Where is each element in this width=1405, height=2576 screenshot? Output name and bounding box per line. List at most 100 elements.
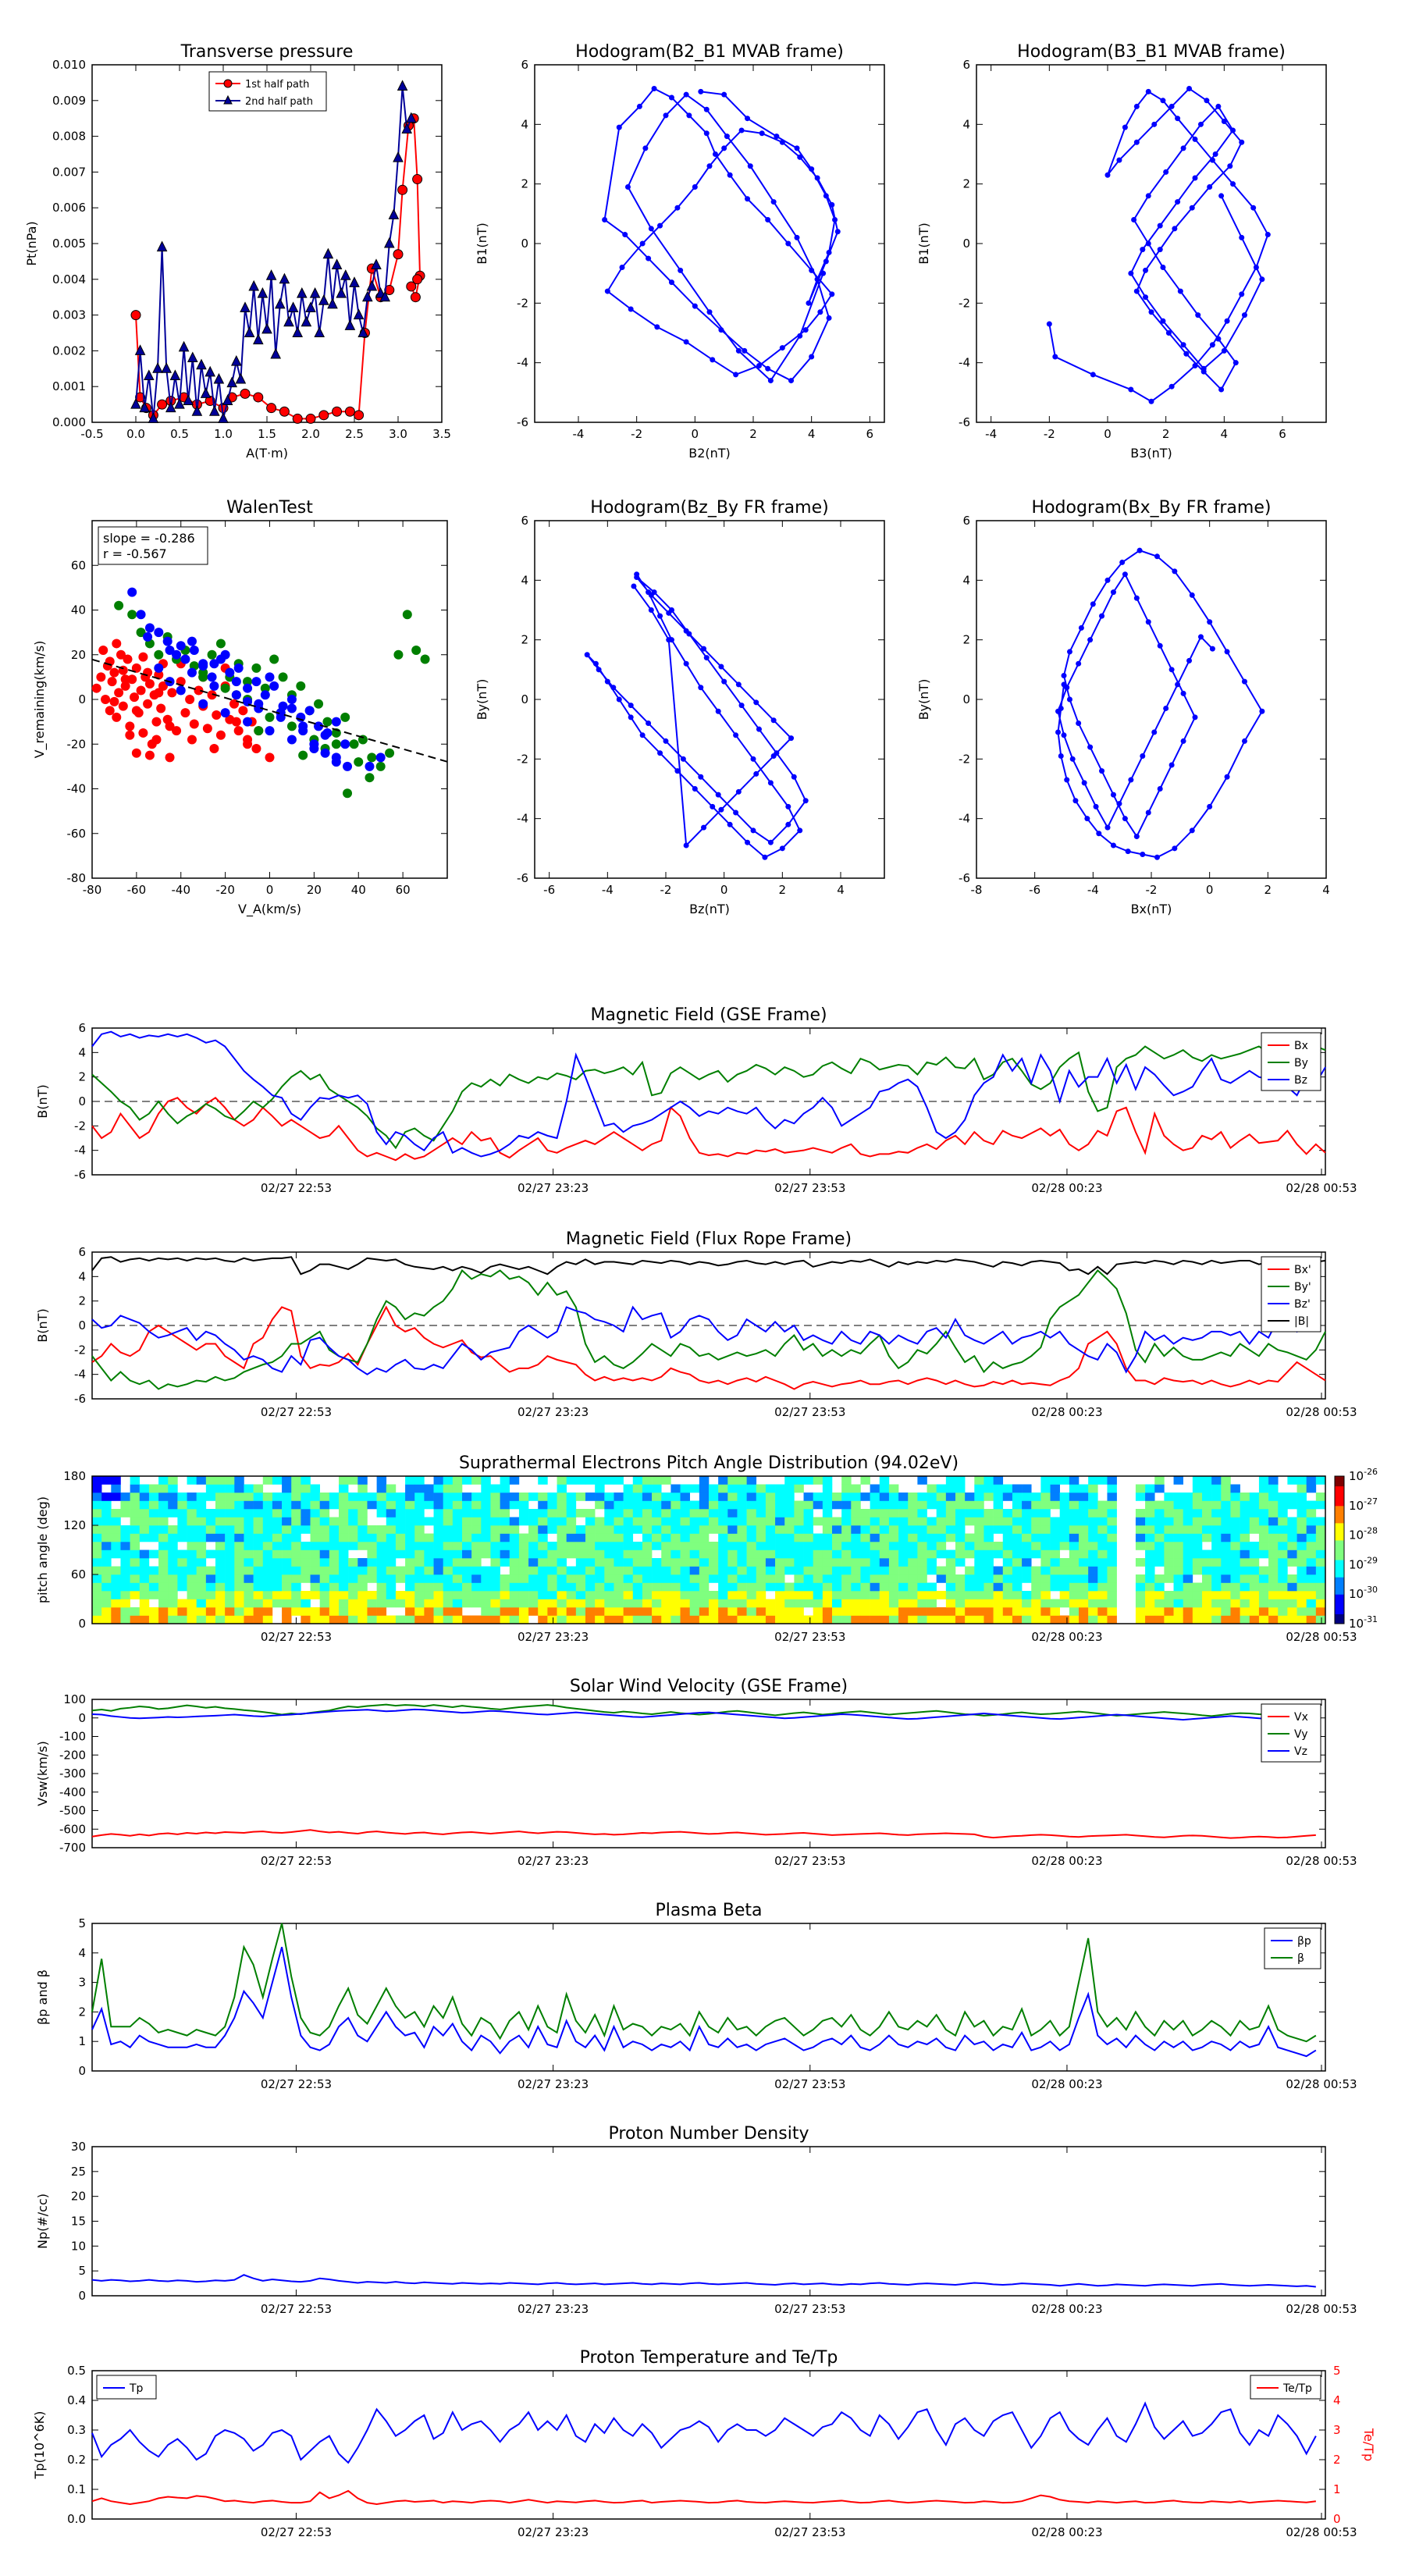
heatmap-cell xyxy=(215,1574,226,1583)
pitch-angle-heatmap-panel: Suprathermal Electrons Pitch Angle Distr… xyxy=(35,1453,1378,1644)
heatmap-cell xyxy=(518,1550,529,1559)
legend-marker xyxy=(223,79,233,88)
heatmap-cell xyxy=(642,1607,653,1616)
heatmap-cell xyxy=(642,1591,653,1599)
heatmap-cell xyxy=(538,1615,548,1624)
heatmap-cell xyxy=(215,1550,226,1559)
hodogram-point xyxy=(631,583,637,589)
heatmap-cell xyxy=(575,1582,586,1592)
heatmap-cell xyxy=(746,1550,757,1559)
heatmap-cell xyxy=(215,1542,226,1550)
heatmap-cell xyxy=(575,1591,586,1599)
heatmap-cell xyxy=(168,1591,178,1599)
colorbar-cell xyxy=(1335,1562,1344,1565)
heatmap-cell xyxy=(1240,1582,1250,1592)
heatmap-cell xyxy=(632,1493,643,1501)
heatmap-cell xyxy=(433,1509,443,1517)
heatmap-cell xyxy=(1164,1533,1174,1542)
heatmap-cell xyxy=(1202,1476,1212,1485)
heatmap-cell xyxy=(547,1566,557,1575)
heatmap-cell xyxy=(1107,1476,1117,1485)
heatmap-cell xyxy=(1164,1591,1174,1599)
hodogram-point xyxy=(1104,824,1111,831)
heatmap-cell xyxy=(927,1493,937,1501)
heatmap-cell xyxy=(595,1542,605,1550)
heatmap-cell xyxy=(595,1525,605,1534)
heatmap-cell xyxy=(1268,1550,1279,1559)
hodogram-point xyxy=(823,258,829,265)
heatmap-cell xyxy=(993,1484,1004,1493)
heatmap-cell xyxy=(1268,1599,1279,1608)
hodogram-point xyxy=(802,327,809,333)
heatmap-cell xyxy=(158,1550,169,1559)
heatmap-cell xyxy=(756,1582,767,1592)
heatmap-cell xyxy=(414,1558,425,1567)
heatmap-cell xyxy=(111,1615,121,1624)
hodogram-point xyxy=(1125,849,1131,855)
heatmap-cell xyxy=(177,1533,187,1542)
heatmap-cell xyxy=(727,1566,738,1575)
heatmap-cell xyxy=(794,1582,804,1592)
hodogram-point xyxy=(1087,637,1094,643)
hodogram-point xyxy=(1096,831,1102,837)
heatmap-cell xyxy=(1154,1542,1165,1550)
heatmap-cell xyxy=(1040,1582,1051,1592)
heatmap-cell xyxy=(1202,1566,1212,1575)
colorbar-cell xyxy=(1335,1569,1344,1573)
heatmap-cell xyxy=(557,1550,567,1559)
heatmap-cell xyxy=(339,1525,349,1534)
heatmap-cell xyxy=(1097,1574,1108,1583)
heatmap-cell xyxy=(1031,1599,1041,1608)
heatmap-cell xyxy=(927,1607,937,1616)
heatmap-cell xyxy=(177,1566,187,1575)
heatmap-cell xyxy=(1059,1476,1070,1485)
heatmap-cell xyxy=(339,1574,349,1583)
heatmap-cell xyxy=(177,1509,187,1517)
heatmap-cell xyxy=(794,1615,804,1624)
heatmap-cell xyxy=(1221,1550,1231,1559)
heatmap-cell xyxy=(500,1542,510,1550)
heatmap-cell xyxy=(376,1607,387,1616)
x-tick-label: 02/28 00:53 xyxy=(1286,1181,1357,1195)
walen-point xyxy=(286,703,297,713)
heatmap-cell xyxy=(443,1500,454,1510)
legend-label: By xyxy=(1294,1057,1308,1069)
heatmap-cell xyxy=(177,1558,187,1567)
heatmap-cell xyxy=(1202,1574,1212,1583)
heatmap-cell xyxy=(1183,1558,1193,1567)
hodogram-point xyxy=(1197,634,1204,640)
heatmap-cell xyxy=(481,1550,491,1559)
heatmap-cell xyxy=(1002,1615,1013,1624)
heatmap-cell xyxy=(120,1525,130,1534)
hodogram-point xyxy=(683,660,689,667)
hodogram-point xyxy=(1133,595,1140,601)
data-point xyxy=(230,355,242,366)
heatmap-cell xyxy=(348,1493,358,1501)
heatmap-cell xyxy=(433,1550,443,1559)
heatmap-cell xyxy=(917,1574,927,1583)
walen-point xyxy=(354,757,364,767)
heatmap-cell xyxy=(1211,1509,1222,1517)
heatmap-cell xyxy=(1059,1599,1070,1608)
data-point xyxy=(226,376,238,388)
heatmap-cell xyxy=(680,1533,690,1542)
heatmap-cell xyxy=(1183,1509,1193,1517)
hodogram-point xyxy=(642,145,649,151)
heatmap-cell xyxy=(319,1500,330,1510)
heatmap-cell xyxy=(670,1615,681,1624)
heatmap-cell xyxy=(765,1533,776,1542)
colorbar-tick-label: 10-28 xyxy=(1349,1526,1378,1542)
walen-point xyxy=(207,690,217,700)
heatmap-cell xyxy=(1145,1517,1155,1526)
heatmap-cell xyxy=(462,1591,472,1599)
heatmap-cell xyxy=(727,1525,738,1534)
heatmap-cell xyxy=(1258,1500,1269,1510)
heatmap-cell xyxy=(794,1542,804,1550)
colorbar-cell xyxy=(1335,1601,1344,1605)
heatmap-cell xyxy=(92,1574,102,1583)
hodogram-point xyxy=(738,127,745,133)
heatmap-cell xyxy=(832,1533,842,1542)
heatmap-cell xyxy=(784,1476,795,1485)
heatmap-cell xyxy=(1050,1493,1060,1501)
heatmap-cell xyxy=(443,1509,454,1517)
